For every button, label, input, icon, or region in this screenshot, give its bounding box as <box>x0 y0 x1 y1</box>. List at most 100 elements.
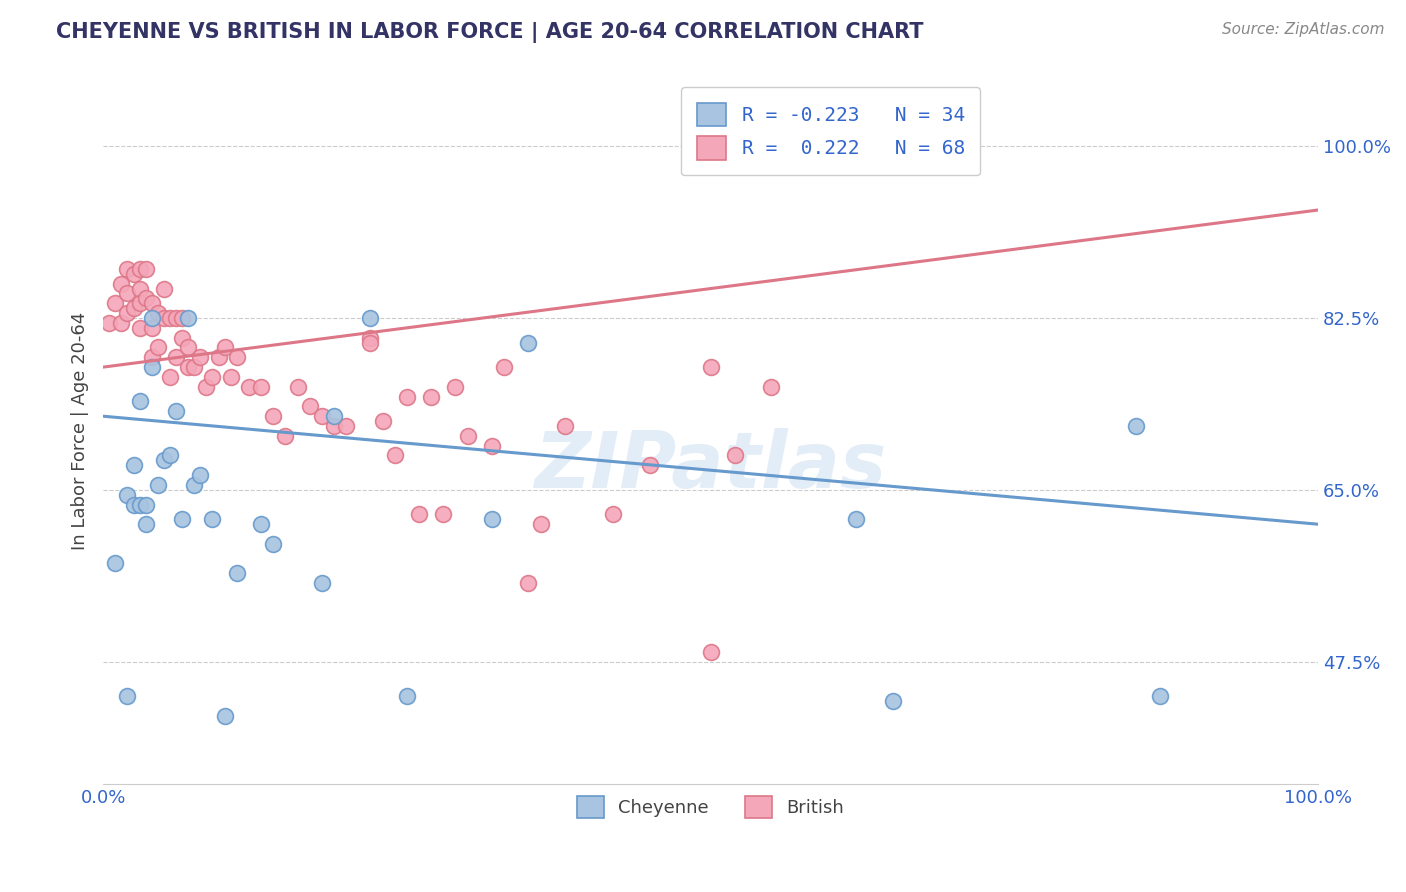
Point <box>384 449 406 463</box>
Point <box>135 292 157 306</box>
Point <box>165 351 187 365</box>
Point <box>159 311 181 326</box>
Point <box>1149 689 1171 703</box>
Point <box>359 311 381 326</box>
Text: ZIPatlas: ZIPatlas <box>534 428 887 504</box>
Legend: Cheyenne, British: Cheyenne, British <box>569 789 852 825</box>
Point <box>128 321 150 335</box>
Point <box>183 360 205 375</box>
Point <box>311 576 333 591</box>
Point <box>172 512 194 526</box>
Point <box>262 409 284 424</box>
Point <box>122 267 145 281</box>
Point <box>177 360 200 375</box>
Point <box>214 341 236 355</box>
Point <box>165 404 187 418</box>
Point <box>444 380 467 394</box>
Point <box>117 306 139 320</box>
Point <box>287 380 309 394</box>
Point <box>395 390 418 404</box>
Point <box>188 351 211 365</box>
Point <box>761 380 783 394</box>
Point <box>638 458 661 473</box>
Point <box>128 261 150 276</box>
Point <box>602 508 624 522</box>
Point <box>172 331 194 345</box>
Point <box>359 331 381 345</box>
Point <box>135 517 157 532</box>
Point <box>298 400 321 414</box>
Point <box>177 341 200 355</box>
Point <box>110 316 132 330</box>
Point <box>481 512 503 526</box>
Point <box>128 296 150 310</box>
Point <box>153 281 176 295</box>
Point <box>188 468 211 483</box>
Point <box>135 498 157 512</box>
Point <box>219 370 242 384</box>
Point <box>141 351 163 365</box>
Point <box>98 316 121 330</box>
Point <box>724 449 747 463</box>
Point <box>225 566 247 581</box>
Point <box>153 453 176 467</box>
Point <box>183 478 205 492</box>
Point <box>117 488 139 502</box>
Point <box>420 390 443 404</box>
Point <box>529 517 551 532</box>
Point <box>195 380 218 394</box>
Point <box>128 281 150 295</box>
Text: CHEYENNE VS BRITISH IN LABOR FORCE | AGE 20-64 CORRELATION CHART: CHEYENNE VS BRITISH IN LABOR FORCE | AGE… <box>56 22 924 44</box>
Point <box>128 394 150 409</box>
Point <box>699 645 721 659</box>
Point <box>494 360 516 375</box>
Point <box>153 311 176 326</box>
Point <box>128 498 150 512</box>
Point <box>250 380 273 394</box>
Point <box>432 508 454 522</box>
Point <box>457 429 479 443</box>
Point <box>146 306 169 320</box>
Point <box>323 409 346 424</box>
Point <box>395 689 418 703</box>
Text: Source: ZipAtlas.com: Source: ZipAtlas.com <box>1222 22 1385 37</box>
Point <box>110 277 132 291</box>
Point <box>172 311 194 326</box>
Point <box>207 351 229 365</box>
Point <box>845 512 868 526</box>
Point <box>554 419 576 434</box>
Point <box>517 335 540 350</box>
Point <box>104 296 127 310</box>
Point <box>146 341 169 355</box>
Point <box>159 449 181 463</box>
Point <box>359 335 381 350</box>
Point <box>117 689 139 703</box>
Point <box>117 286 139 301</box>
Point <box>141 321 163 335</box>
Point <box>201 512 224 526</box>
Point <box>225 351 247 365</box>
Point <box>335 419 357 434</box>
Point <box>146 478 169 492</box>
Point <box>159 370 181 384</box>
Point <box>122 301 145 316</box>
Point <box>177 311 200 326</box>
Point <box>274 429 297 443</box>
Point <box>141 360 163 375</box>
Point <box>311 409 333 424</box>
Point <box>165 311 187 326</box>
Point <box>117 261 139 276</box>
Point <box>214 708 236 723</box>
Point <box>141 311 163 326</box>
Point <box>201 370 224 384</box>
Point <box>323 419 346 434</box>
Point <box>408 508 430 522</box>
Point <box>122 458 145 473</box>
Point <box>481 439 503 453</box>
Point <box>238 380 260 394</box>
Point <box>262 537 284 551</box>
Point <box>141 296 163 310</box>
Point <box>135 261 157 276</box>
Point <box>104 557 127 571</box>
Point <box>371 414 394 428</box>
